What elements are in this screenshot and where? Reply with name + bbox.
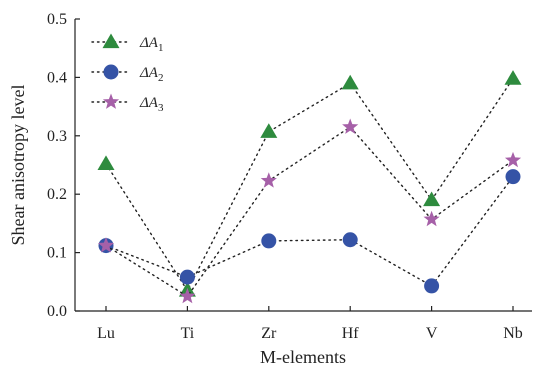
legend-item-3: ΔA3 xyxy=(91,93,164,114)
legend-label-main: ΔA xyxy=(139,95,159,111)
legend-marker-star xyxy=(102,93,120,109)
data-point-star xyxy=(342,118,359,134)
data-point-star xyxy=(97,237,115,253)
y-axis-label: Shear anisotropy level xyxy=(8,85,28,246)
legend-label-main: ΔA xyxy=(139,35,159,51)
data-point-circle xyxy=(505,169,521,185)
legend-label-subscript: 3 xyxy=(158,102,164,114)
data-point-star xyxy=(504,151,522,168)
y-tick-label: 0.0 xyxy=(47,303,67,320)
x-tick-label-v: V xyxy=(426,325,438,342)
legend-label: ΔA3 xyxy=(139,95,164,114)
series-line xyxy=(105,126,514,298)
x-axis-label: M-elements xyxy=(260,347,346,367)
x-tick-label-lu: Lu xyxy=(97,325,115,342)
y-tick-label: 0.5 xyxy=(47,11,67,28)
data-point-circle xyxy=(342,232,358,248)
y-tick-label: 0.4 xyxy=(47,69,67,86)
data-point-star xyxy=(179,287,196,304)
x-tick-label-ti: Ti xyxy=(181,325,195,342)
data-point-circle xyxy=(424,278,440,294)
data-point-triangle xyxy=(97,155,115,170)
data-point-triangle xyxy=(260,123,278,138)
y-tick-label: 0.1 xyxy=(47,245,67,262)
legend-label-subscript: 2 xyxy=(158,72,164,84)
legend-label: ΔA2 xyxy=(139,65,163,84)
legend-marker-circle xyxy=(103,64,119,80)
data-point-circle xyxy=(179,269,195,285)
x-tick-label-zr: Zr xyxy=(261,325,277,342)
legend-marker-triangle xyxy=(102,33,120,49)
series-1 xyxy=(97,70,522,297)
y-ticks: 0.0 0.1 0.2 0.3 0.4 0.5 xyxy=(47,11,80,320)
x-tick-label-hf: Hf xyxy=(342,325,360,342)
data-point-star xyxy=(423,210,440,227)
legend-item-2: ΔA2 xyxy=(91,64,163,84)
axes xyxy=(74,19,532,312)
legend-item-1: ΔA1 xyxy=(91,33,163,54)
legend-label-subscript: 1 xyxy=(158,42,164,54)
x-tick-label-nb: Nb xyxy=(503,325,523,342)
plot-area xyxy=(97,70,522,304)
series-line xyxy=(105,77,514,292)
y-tick-label: 0.3 xyxy=(47,128,67,145)
data-point-triangle xyxy=(504,70,522,85)
series-3 xyxy=(97,118,522,304)
y-tick-label: 0.2 xyxy=(47,186,67,203)
legend-label-main: ΔA xyxy=(139,65,159,81)
data-point-star xyxy=(260,172,277,188)
legend-label: ΔA1 xyxy=(139,35,163,54)
data-point-triangle xyxy=(341,74,359,90)
data-point-circle xyxy=(261,233,277,249)
series-2 xyxy=(98,169,521,294)
data-point-triangle xyxy=(423,191,441,207)
x-ticks: Lu Ti Zr Hf V Nb xyxy=(97,306,523,342)
series-line xyxy=(105,175,514,287)
